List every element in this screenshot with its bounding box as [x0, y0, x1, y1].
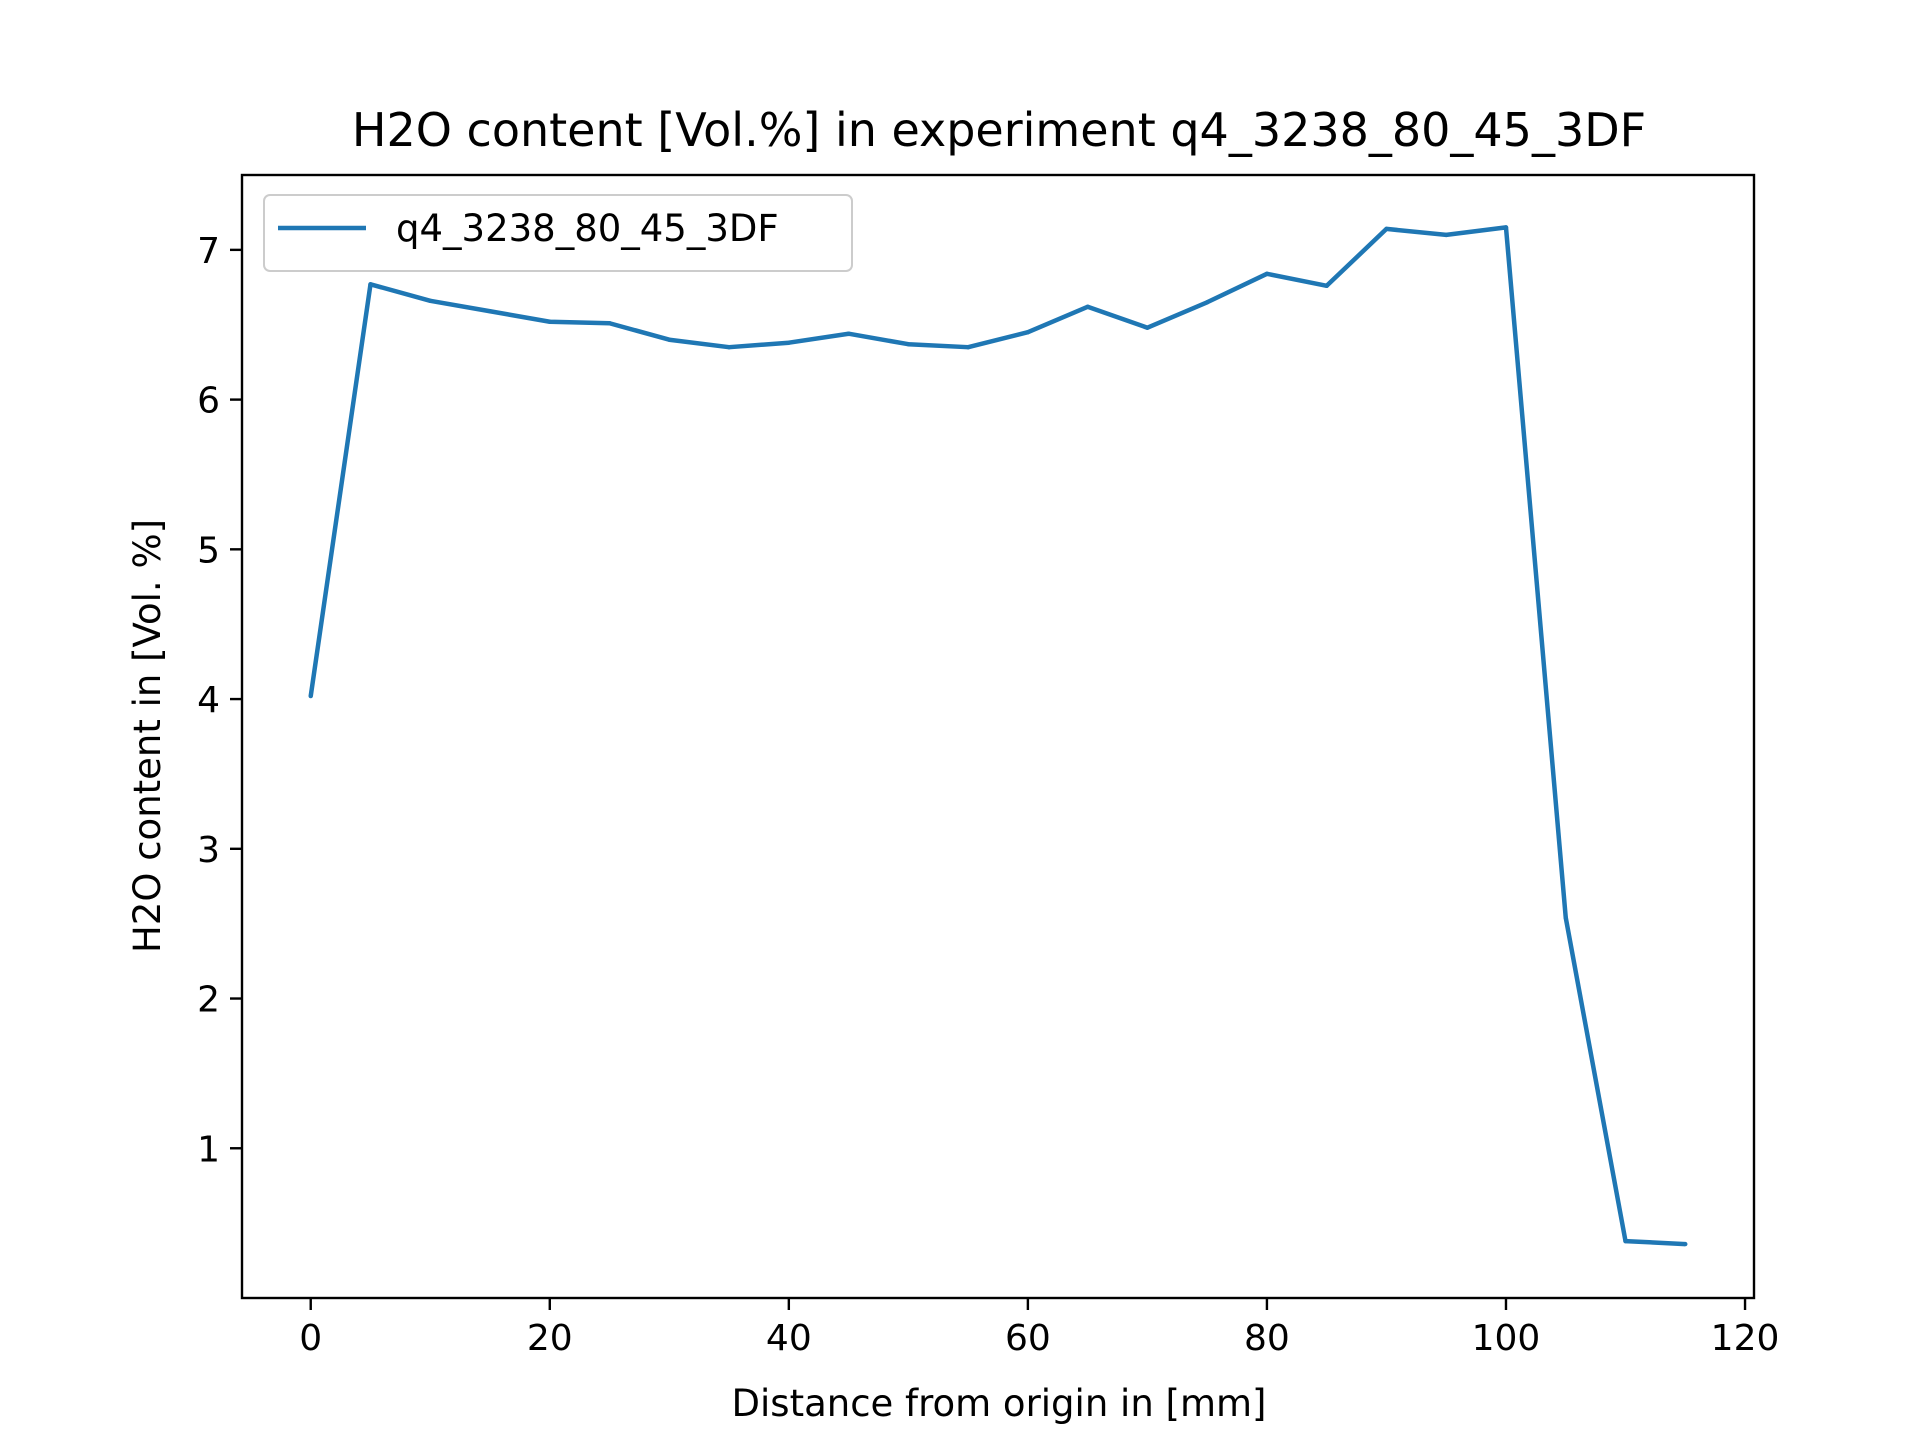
- y-tick-label: 3: [197, 830, 220, 871]
- series-point: [667, 337, 672, 342]
- series-point: [906, 342, 911, 347]
- series-layer: [308, 225, 1688, 1247]
- x-tick-label: 120: [1711, 1318, 1780, 1359]
- x-tick-label: 60: [1005, 1318, 1051, 1359]
- series-point: [1563, 915, 1568, 920]
- series-point: [1683, 1241, 1688, 1247]
- series-point: [1264, 271, 1270, 277]
- series-point: [1503, 225, 1509, 230]
- legend-label: q4_3238_80_45_3DF: [396, 207, 779, 250]
- x-axis: 0 20 40 60 80 100 120: [299, 1298, 1779, 1359]
- series-point: [308, 693, 313, 699]
- series-point: [428, 298, 433, 303]
- y-tick-label: 7: [197, 231, 220, 272]
- series-point: [487, 309, 493, 314]
- y-tick-label: 5: [197, 530, 220, 571]
- series-point: [726, 344, 732, 350]
- x-tick-label: 20: [527, 1318, 573, 1359]
- y-tick-label: 2: [197, 980, 220, 1021]
- series-point: [1145, 325, 1150, 330]
- y-tick-label: 1: [197, 1129, 220, 1170]
- series-point: [1384, 226, 1389, 232]
- series-point: [965, 344, 971, 350]
- plot-frame: [240, 173, 1756, 1300]
- series-point: [1025, 330, 1031, 335]
- x-tick-label: 80: [1244, 1318, 1290, 1359]
- series-point: [786, 340, 792, 345]
- x-axis-label: Distance from origin in [mm]: [732, 1382, 1267, 1425]
- x-tick-label: 40: [766, 1318, 812, 1359]
- x-tick-label: 100: [1472, 1318, 1541, 1359]
- y-axis: 1 2 3 4 5 6 7: [197, 231, 242, 1170]
- series-point: [1085, 304, 1090, 309]
- y-axis-label: H2O content in [Vol. %]: [126, 519, 169, 953]
- y-tick-label: 4: [197, 680, 220, 721]
- y-tick-label: 6: [197, 381, 220, 422]
- series-point: [1444, 232, 1449, 238]
- legend: q4_3238_80_45_3DF: [263, 194, 853, 272]
- series-point: [1324, 283, 1329, 288]
- legend-box: [263, 194, 853, 272]
- series-point: [547, 319, 552, 324]
- series-point: [846, 331, 851, 336]
- chart-title: H2O content [Vol.%] in experiment q4_323…: [352, 103, 1646, 157]
- x-tick-label: 0: [299, 1318, 322, 1359]
- plot-area: 0 20 40 60 80 100 120 1 2 3 4 5 6 7: [197, 173, 1779, 1359]
- series-line: [308, 225, 1686, 1247]
- series-point: [607, 321, 612, 326]
- series-point: [368, 282, 373, 287]
- series-point: [1204, 300, 1210, 305]
- series-point: [1623, 1238, 1628, 1244]
